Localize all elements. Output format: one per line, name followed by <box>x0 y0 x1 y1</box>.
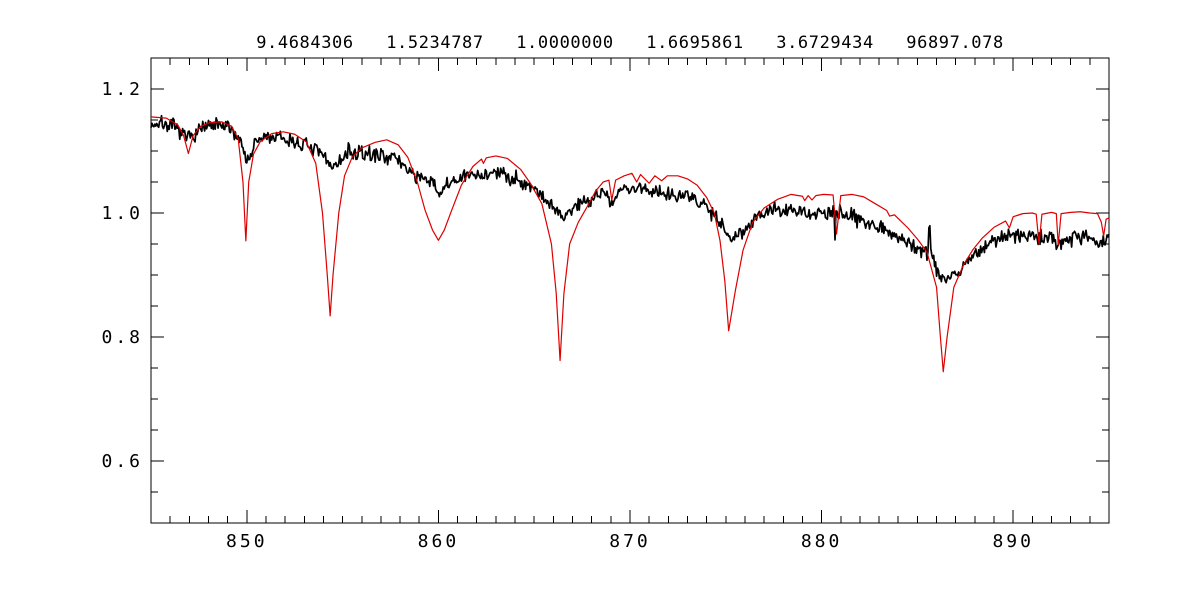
y-axis-tick-labels: 0.6 0.8 1.0 1.2 <box>101 79 143 472</box>
y-tick-label: 1.0 <box>101 203 143 224</box>
x-tick-label: 890 <box>992 531 1034 552</box>
x-tick-label: 870 <box>609 531 651 552</box>
y-tick-label: 0.8 <box>101 327 143 348</box>
plot-title: 9.4684306 1.5234787 1.0000000 1.6695861 … <box>256 33 1004 53</box>
model-spectrum-path <box>150 116 1110 373</box>
y-tick-label: 1.2 <box>101 79 143 100</box>
observed-spectrum-line <box>150 114 1110 284</box>
x-tick-label: 860 <box>418 531 460 552</box>
frame-rect <box>150 57 1110 524</box>
model-spectrum-line <box>150 116 1110 373</box>
x-tick-label: 850 <box>226 531 268 552</box>
axis-ticks <box>151 58 1109 523</box>
observed-spectrum-path <box>150 114 1110 284</box>
x-tick-label: 880 <box>801 531 843 552</box>
plot-frame <box>150 57 1110 524</box>
x-axis-tick-labels: 850 860 870 880 890 <box>226 531 1034 552</box>
y-tick-label: 0.6 <box>101 451 143 472</box>
